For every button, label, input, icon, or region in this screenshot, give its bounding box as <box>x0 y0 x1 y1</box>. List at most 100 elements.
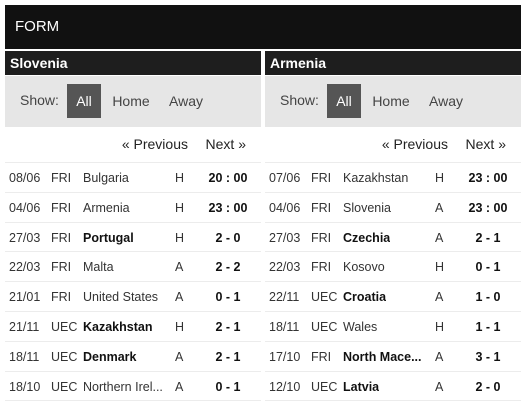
match-competition: UEC <box>311 290 338 305</box>
match-opponent: Portugal <box>83 230 134 245</box>
match-date: 04/06 <box>269 200 301 215</box>
match-venue: A <box>175 349 184 364</box>
match-opponent: Croatia <box>343 290 387 305</box>
match-row[interactable]: 18/11 UEC Wales H 1 - 1 <box>265 312 521 342</box>
match-competition: UEC <box>51 349 78 364</box>
team-panel-left: Slovenia Show: All Home Away « Previous … <box>5 51 261 406</box>
pager: « Previous Next » <box>265 127 521 161</box>
match-row[interactable]: 04/06 FRI Slovenia A 23 : 00 <box>265 193 521 223</box>
match-competition: FRI <box>311 200 332 215</box>
match-competition: UEC <box>51 319 78 334</box>
match-opponent: Denmark <box>83 349 137 364</box>
match-result: 0 - 1 <box>475 260 501 275</box>
match-row[interactable]: 21/01 FRI United States A 0 - 1 <box>5 282 261 312</box>
match-venue: A <box>435 290 444 305</box>
match-date: 18/10 <box>9 379 41 394</box>
match-venue: A <box>435 379 444 394</box>
match-result: 1 - 1 <box>475 319 501 334</box>
pager: « Previous Next » <box>5 127 261 161</box>
match-opponent: Malta <box>83 260 114 275</box>
match-competition: FRI <box>51 260 72 275</box>
match-list: 07/06 FRI Kazakhstan H 23 : 00 04/06 FRI Sloven… <box>265 162 521 402</box>
match-date: 27/03 <box>269 230 301 245</box>
match-date: 18/11 <box>9 349 40 364</box>
match-opponent: Latvia <box>343 379 380 394</box>
match-result: 23 : 00 <box>208 200 248 215</box>
filter-bar: Show: All Home Away <box>5 76 261 127</box>
match-result: 2 - 0 <box>475 379 501 394</box>
show-label: Show: <box>20 92 59 108</box>
match-row[interactable]: 22/03 FRI Malta A 2 - 2 <box>5 252 261 283</box>
filter-home-button[interactable]: Home <box>372 93 410 109</box>
match-competition: FRI <box>311 349 332 364</box>
match-row[interactable]: 18/10 UEC Northern Irel... A 0 - 1 <box>5 372 261 402</box>
match-result: 1 - 0 <box>475 290 501 305</box>
match-result: 2 - 1 <box>215 349 241 364</box>
match-opponent: United States <box>83 290 159 305</box>
match-row[interactable]: 21/11 UEC Kazakhstan H 2 - 1 <box>5 312 261 342</box>
match-row[interactable]: 04/06 FRI Armenia H 23 : 00 <box>5 193 261 223</box>
next-link[interactable]: Next » <box>465 136 506 152</box>
team-name: Armenia <box>265 51 521 75</box>
match-result: 2 - 1 <box>215 319 241 334</box>
match-opponent: Czechia <box>343 230 391 245</box>
match-result: 23 : 00 <box>468 171 508 185</box>
match-opponent: Slovenia <box>343 200 391 215</box>
match-row[interactable]: 12/10 UEC Latvia A 2 - 0 <box>265 372 521 402</box>
match-opponent: Kosovo <box>343 260 385 275</box>
match-result: 3 - 1 <box>475 349 501 364</box>
match-row[interactable]: 08/06 FRI Bulgaria H 20 : 00 <box>5 163 261 193</box>
match-date: 17/10 <box>269 349 301 364</box>
match-opponent: Kazakhstan <box>343 171 409 185</box>
match-date: 04/06 <box>9 200 41 215</box>
match-opponent: Armenia <box>83 200 130 215</box>
filter-away-button[interactable]: Away <box>429 93 463 109</box>
match-competition: FRI <box>51 290 72 305</box>
match-date: 27/03 <box>9 230 41 245</box>
match-competition: FRI <box>51 230 72 245</box>
match-venue: H <box>175 230 185 245</box>
match-venue: H <box>175 171 185 185</box>
match-result: 0 - 1 <box>215 290 241 305</box>
match-date: 07/06 <box>269 171 301 185</box>
match-opponent: Kazakhstan <box>83 319 153 334</box>
previous-link[interactable]: « Previous <box>121 136 188 152</box>
match-venue: A <box>175 379 184 394</box>
match-date: 22/03 <box>269 260 301 275</box>
match-date: 18/11 <box>269 319 300 334</box>
match-result: 2 - 1 <box>475 230 501 245</box>
match-row[interactable]: 27/03 FRI Portugal H 2 - 0 <box>5 223 261 253</box>
match-row[interactable]: 17/10 FRI North Mace... A 3 - 1 <box>265 342 521 372</box>
match-result: 23 : 00 <box>468 200 508 215</box>
match-opponent: Northern Irel... <box>83 379 163 394</box>
match-opponent: North Mace... <box>343 349 422 364</box>
match-date: 21/01 <box>9 290 41 305</box>
match-competition: FRI <box>311 230 332 245</box>
form-header: FORM <box>5 5 521 49</box>
filter-all-button[interactable]: All <box>67 84 101 118</box>
filter-all-button[interactable]: All <box>327 84 361 118</box>
match-row[interactable]: 27/03 FRI Czechia A 2 - 1 <box>265 223 521 253</box>
match-result: 2 - 0 <box>215 230 241 245</box>
previous-link[interactable]: « Previous <box>381 136 448 152</box>
match-venue: A <box>435 200 444 215</box>
match-competition: FRI <box>311 171 332 185</box>
team-panel-right: Armenia Show: All Home Away « Previous N… <box>265 51 521 406</box>
match-row[interactable]: 22/03 FRI Kosovo H 0 - 1 <box>265 252 521 283</box>
next-link[interactable]: Next » <box>205 136 246 152</box>
match-date: 08/06 <box>9 171 41 185</box>
match-opponent: Bulgaria <box>83 171 129 185</box>
filter-home-button[interactable]: Home <box>112 93 150 109</box>
match-venue: H <box>435 319 445 334</box>
match-row[interactable]: 18/11 UEC Denmark A 2 - 1 <box>5 342 261 372</box>
match-row[interactable]: 22/11 UEC Croatia A 1 - 0 <box>265 282 521 312</box>
match-row[interactable]: 07/06 FRI Kazakhstan H 23 : 00 <box>265 163 521 193</box>
match-venue: H <box>175 319 185 334</box>
show-label: Show: <box>280 92 319 108</box>
match-venue: A <box>435 349 444 364</box>
match-venue: A <box>435 230 444 245</box>
match-venue: H <box>435 260 445 275</box>
filter-away-button[interactable]: Away <box>169 93 203 109</box>
match-competition: UEC <box>51 379 78 394</box>
match-date: 12/10 <box>269 379 301 394</box>
